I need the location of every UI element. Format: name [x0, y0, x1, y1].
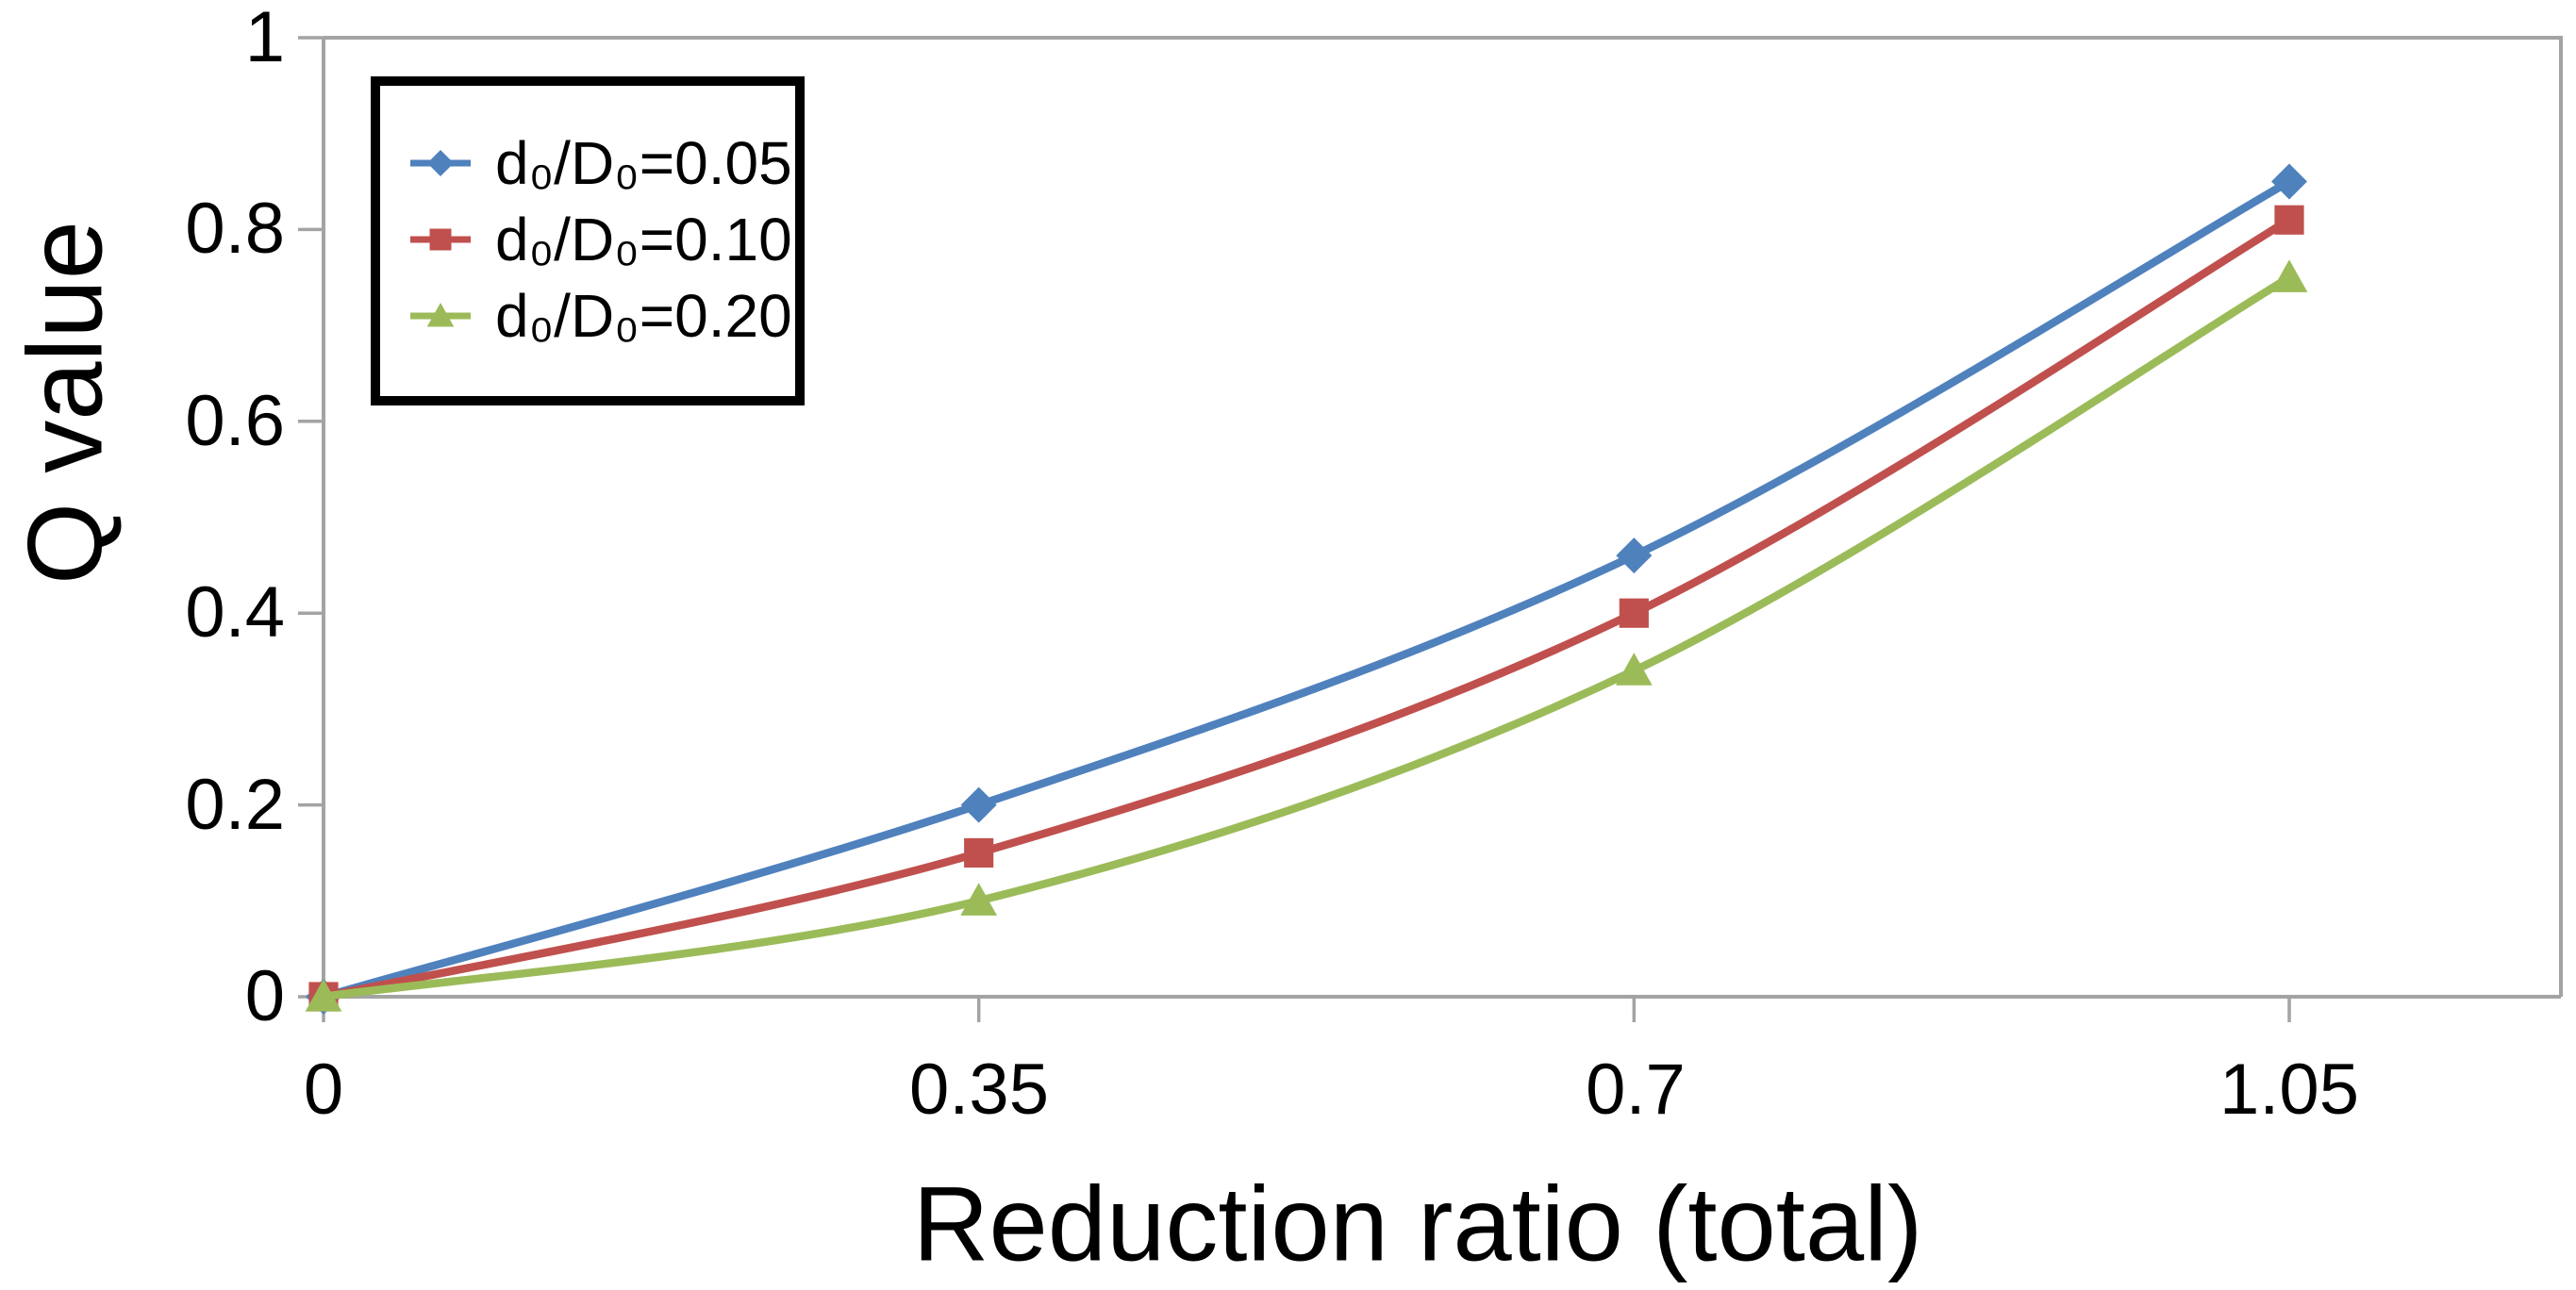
legend-label: d₀/D₀=0.20: [495, 281, 792, 350]
y-axis-title: Q value: [6, 221, 125, 585]
y-tick-label: 0.6: [185, 381, 285, 461]
x-tick-label: 0.35: [909, 1050, 1049, 1130]
y-tick-label: 0.8: [185, 189, 285, 269]
x-tick-label: 0: [303, 1050, 344, 1130]
x-axis-title: Reduction ratio (total): [912, 1165, 1923, 1283]
y-tick-label: 0.2: [185, 765, 285, 845]
legend-marker-diamond-icon: [410, 149, 471, 176]
x-tick-label: 1.05: [2219, 1050, 2359, 1130]
legend-item: d₀/D₀=0.10: [410, 209, 792, 270]
legend: d₀/D₀=0.05 d₀/D₀=0.10 d₀/D₀=0.20: [371, 76, 805, 405]
y-tick-label: 1: [244, 0, 285, 77]
legend-label: d₀/D₀=0.05: [495, 128, 792, 197]
legend-label: d₀/D₀=0.10: [495, 205, 792, 273]
legend-item: d₀/D₀=0.05: [410, 133, 792, 193]
y-tick-label: 0.4: [185, 572, 285, 653]
legend-item: d₀/D₀=0.20: [410, 286, 792, 346]
legend-marker-square-icon: [410, 228, 471, 250]
x-tick-label: 0.7: [1586, 1050, 1686, 1130]
y-tick-label: 0: [244, 956, 285, 1036]
legend-marker-triangle-icon: [410, 302, 471, 326]
